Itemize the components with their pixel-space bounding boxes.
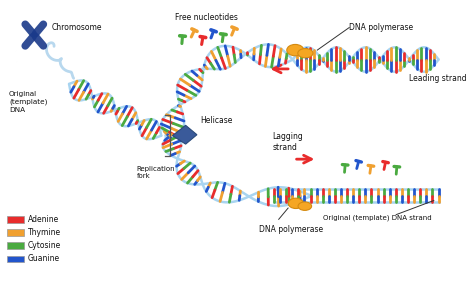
Text: Original (template) DNA strand: Original (template) DNA strand	[323, 215, 432, 221]
FancyBboxPatch shape	[7, 216, 24, 223]
Text: Replication
fork: Replication fork	[137, 166, 175, 179]
Text: Cytosine: Cytosine	[27, 241, 61, 250]
Text: Original
(template)
DNA: Original (template) DNA	[9, 91, 47, 113]
Text: Thymine: Thymine	[27, 228, 61, 237]
Text: DNA polymerase: DNA polymerase	[349, 23, 413, 32]
Text: Adenine: Adenine	[27, 215, 59, 224]
Polygon shape	[173, 125, 197, 144]
Ellipse shape	[287, 44, 304, 56]
Ellipse shape	[288, 198, 303, 208]
Text: Leading strand: Leading strand	[410, 74, 467, 83]
FancyBboxPatch shape	[7, 229, 24, 236]
Text: Chromosome: Chromosome	[51, 23, 102, 32]
Text: DNA polymerase: DNA polymerase	[259, 225, 323, 234]
FancyBboxPatch shape	[7, 242, 24, 249]
Text: Helicase: Helicase	[201, 116, 233, 125]
Ellipse shape	[298, 48, 313, 58]
Text: Lagging
strand: Lagging strand	[272, 131, 303, 152]
Ellipse shape	[298, 202, 311, 211]
Text: Guanine: Guanine	[27, 254, 60, 263]
FancyBboxPatch shape	[7, 256, 24, 262]
Text: Free nucleotides: Free nucleotides	[175, 13, 238, 22]
